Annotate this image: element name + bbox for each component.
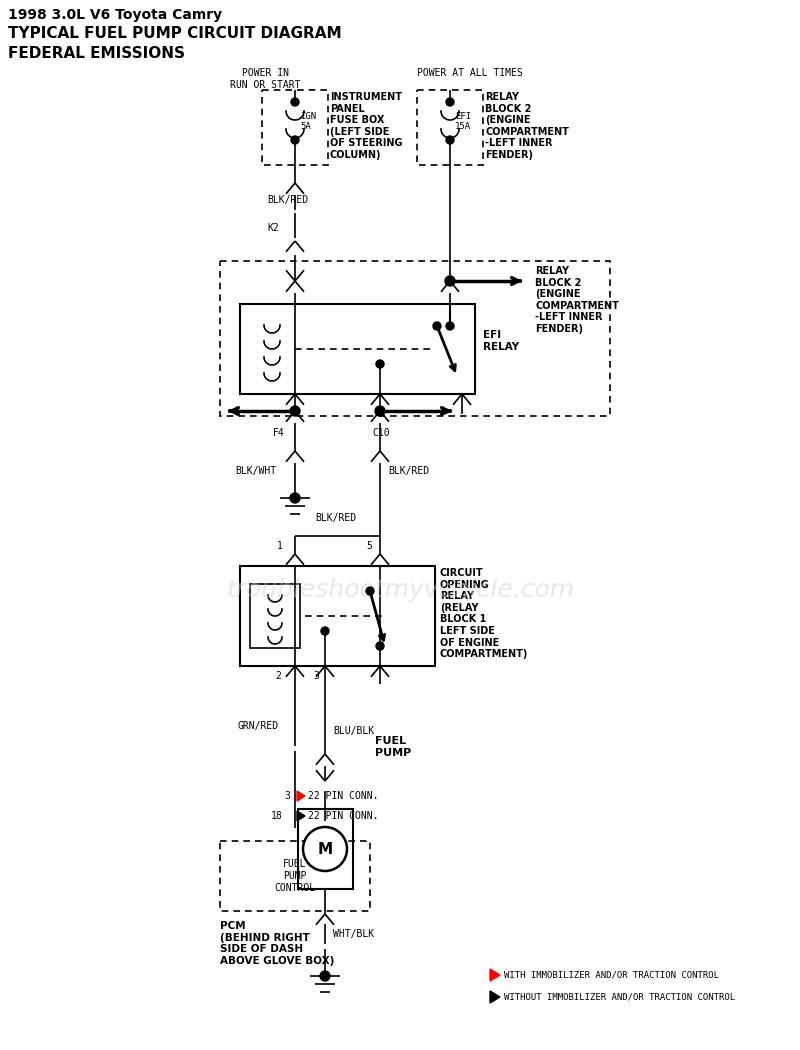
Text: RELAY
BLOCK 2
(ENGINE
COMPARTMENT
-LEFT INNER
FENDER): RELAY BLOCK 2 (ENGINE COMPARTMENT -LEFT … [535, 266, 619, 334]
Bar [417, 90, 483, 165]
Polygon shape [297, 811, 305, 821]
Text: WITH IMMOBILIZER AND/OR TRACTION CONTROL: WITH IMMOBILIZER AND/OR TRACTION CONTROL [504, 970, 719, 980]
Bar [298, 808, 353, 889]
Polygon shape [297, 791, 305, 801]
Circle shape [291, 98, 299, 106]
Circle shape [303, 827, 347, 872]
Text: IGN
5A: IGN 5A [300, 112, 316, 131]
Circle shape [446, 98, 454, 106]
Text: K2: K2 [267, 223, 278, 233]
Polygon shape [490, 991, 500, 1003]
Text: RELAY
BLOCK 2
(ENGINE
COMPARTMENT
-LEFT INNER
FENDER): RELAY BLOCK 2 (ENGINE COMPARTMENT -LEFT … [485, 92, 569, 160]
Text: troubleshootmyvehicle.com: troubleshootmyvehicle.com [226, 578, 574, 602]
Text: BLK/RED: BLK/RED [388, 466, 429, 476]
Text: 18: 18 [271, 811, 283, 821]
Circle shape [445, 276, 455, 286]
Text: F4: F4 [273, 428, 285, 438]
Text: 22 PIN CONN.: 22 PIN CONN. [308, 811, 378, 821]
Circle shape [320, 971, 330, 981]
Text: WHT/BLK: WHT/BLK [333, 929, 374, 939]
Circle shape [291, 136, 299, 144]
Text: BLK/WHT: BLK/WHT [235, 466, 276, 476]
Text: BLU/BLK: BLU/BLK [333, 726, 374, 736]
Circle shape [376, 360, 384, 368]
Circle shape [321, 627, 329, 635]
Text: 3: 3 [284, 791, 290, 801]
Text: FUEL
PUMP: FUEL PUMP [375, 736, 411, 758]
Text: 1: 1 [277, 541, 283, 551]
Text: 5: 5 [366, 541, 372, 551]
Text: BLK/RED: BLK/RED [267, 195, 308, 205]
Text: EFI
RELAY: EFI RELAY [483, 330, 519, 352]
Bar [262, 90, 328, 165]
Circle shape [366, 587, 374, 595]
Text: C10: C10 [372, 428, 390, 438]
Text: GRN/RED: GRN/RED [237, 721, 278, 731]
Circle shape [290, 406, 300, 416]
Circle shape [433, 322, 441, 330]
Text: POWER IN
RUN OR START: POWER IN RUN OR START [230, 68, 300, 89]
Text: WITHOUT IMMOBILIZER AND/OR TRACTION CONTROL: WITHOUT IMMOBILIZER AND/OR TRACTION CONT… [504, 992, 735, 1002]
Text: POWER AT ALL TIMES: POWER AT ALL TIMES [417, 68, 523, 78]
Text: TYPICAL FUEL PUMP CIRCUIT DIAGRAM: TYPICAL FUEL PUMP CIRCUIT DIAGRAM [8, 26, 342, 41]
Circle shape [446, 322, 454, 330]
Text: FUEL
PUMP
CONTROL: FUEL PUMP CONTROL [274, 859, 315, 892]
Bar [220, 261, 610, 416]
Bar [250, 584, 300, 648]
Text: 1998 3.0L V6 Toyota Camry: 1998 3.0L V6 Toyota Camry [8, 8, 222, 22]
Text: M: M [318, 841, 333, 857]
Circle shape [446, 136, 454, 144]
Bar [240, 304, 475, 394]
Text: CIRCUIT
OPENING
RELAY
(RELAY
BLOCK 1
LEFT SIDE
OF ENGINE
COMPARTMENT): CIRCUIT OPENING RELAY (RELAY BLOCK 1 LEF… [440, 568, 528, 659]
Text: EFI
15A: EFI 15A [455, 112, 471, 131]
Text: 2: 2 [275, 671, 281, 681]
Circle shape [375, 406, 385, 416]
Text: 3: 3 [313, 671, 319, 681]
Bar [240, 566, 435, 666]
Polygon shape [490, 969, 500, 981]
Bar [220, 841, 370, 911]
Text: 22 PIN CONN.: 22 PIN CONN. [308, 791, 378, 801]
Text: PCM
(BEHIND RIGHT
SIDE OF DASH
ABOVE GLOVE BOX): PCM (BEHIND RIGHT SIDE OF DASH ABOVE GLO… [220, 921, 334, 966]
Text: INSTRUMENT
PANEL
FUSE BOX
(LEFT SIDE
OF STEERING
COLUMN): INSTRUMENT PANEL FUSE BOX (LEFT SIDE OF … [330, 92, 402, 160]
Circle shape [290, 494, 300, 503]
Text: FEDERAL EMISSIONS: FEDERAL EMISSIONS [8, 46, 185, 61]
Circle shape [376, 642, 384, 650]
Text: BLK/RED: BLK/RED [315, 513, 356, 523]
